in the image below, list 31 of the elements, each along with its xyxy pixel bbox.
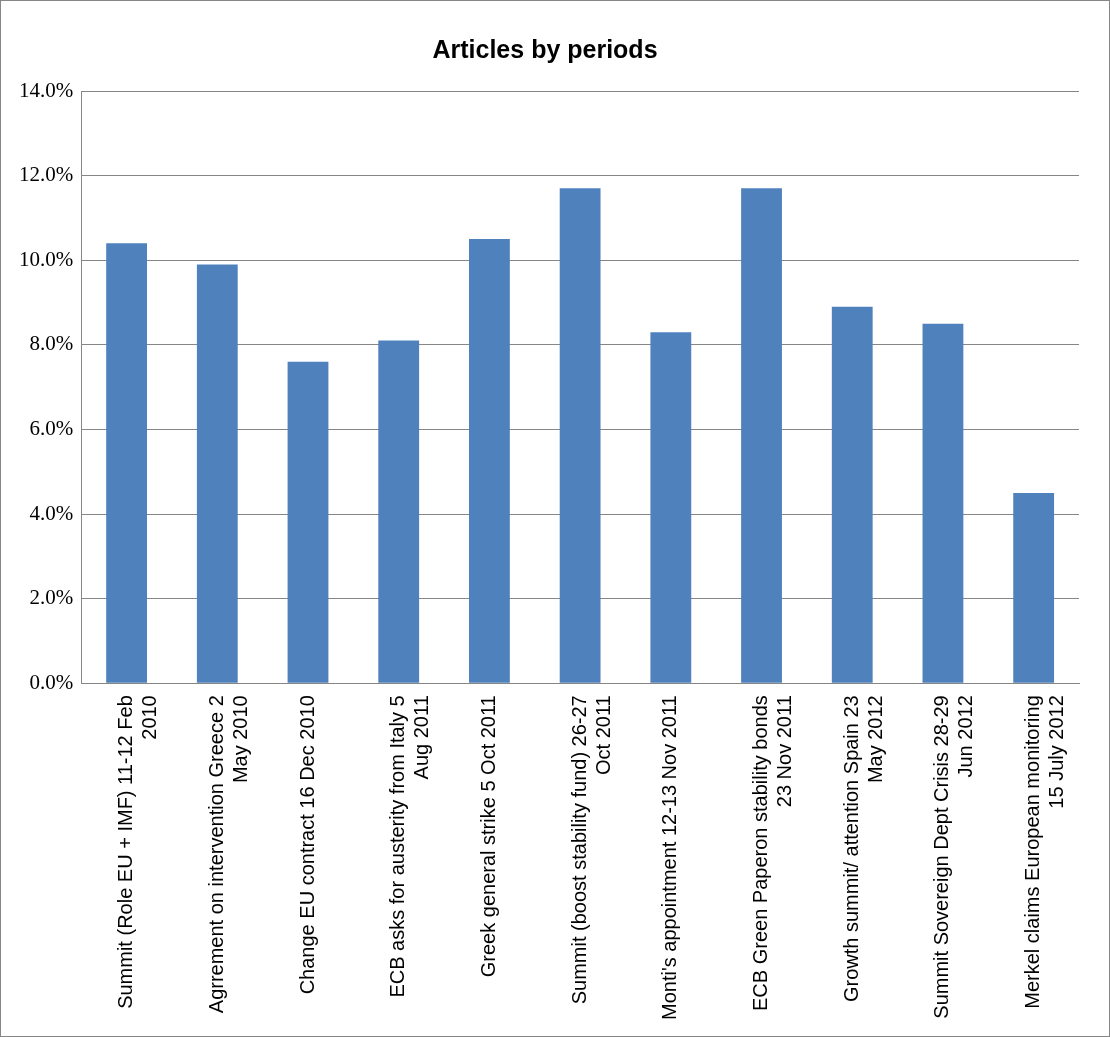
y-tick-label: 14.0% [18, 77, 74, 102]
y-tick-label: 0.0% [29, 669, 74, 694]
bar [378, 340, 420, 683]
y-tick-label: 6.0% [29, 415, 74, 440]
x-tick-label: Summit (boost stability fund) 26-27 Oct 2011 [567, 695, 614, 1005]
bar [922, 323, 964, 683]
bar [559, 188, 601, 683]
x-tick-label: Agrrement on intervention Greece 2 May 2010 [204, 695, 251, 1014]
x-tick-label: Summit (Role EU + IMF) 11-12 Feb 2010 [114, 695, 161, 1009]
y-tick-label: 4.0% [29, 500, 74, 525]
x-tick-label: ECB asks for austerity from Italy 5 Aug 2011 [386, 695, 433, 998]
chart-title: Articles by periods [432, 34, 658, 63]
bar [831, 306, 873, 683]
x-tick-label: Growth summit/ attention Spain 23 May 2012 [839, 695, 886, 1003]
bar [650, 332, 692, 683]
x-tick-label: Change EU contract 16 Dec 2010 [295, 695, 318, 995]
x-tick-label: Merkel claims European monitoring 15 July 2012 [1021, 695, 1068, 1009]
bar [196, 264, 238, 683]
x-tick-label: Greek general strike 5 Oct 2011 [476, 695, 499, 978]
bar [287, 361, 329, 683]
y-tick-label: 2.0% [29, 585, 74, 610]
bar [106, 243, 147, 683]
bar [469, 239, 510, 683]
y-tick-label: 12.0% [18, 162, 74, 187]
x-tick-label: Monti's appointment 12-13 Nov 2011 [658, 695, 681, 1021]
bar [1013, 492, 1055, 683]
y-tick-label: 10.0% [18, 246, 74, 271]
y-tick-label: 8.0% [29, 331, 74, 356]
x-tick-label: Summit Sovereign Dept Crisis 28-29 Jun 2012 [930, 695, 977, 1019]
bar [741, 188, 782, 683]
x-tick-label: ECB Green Paperon stability bonds 23 Nov 2011 [749, 695, 796, 1011]
